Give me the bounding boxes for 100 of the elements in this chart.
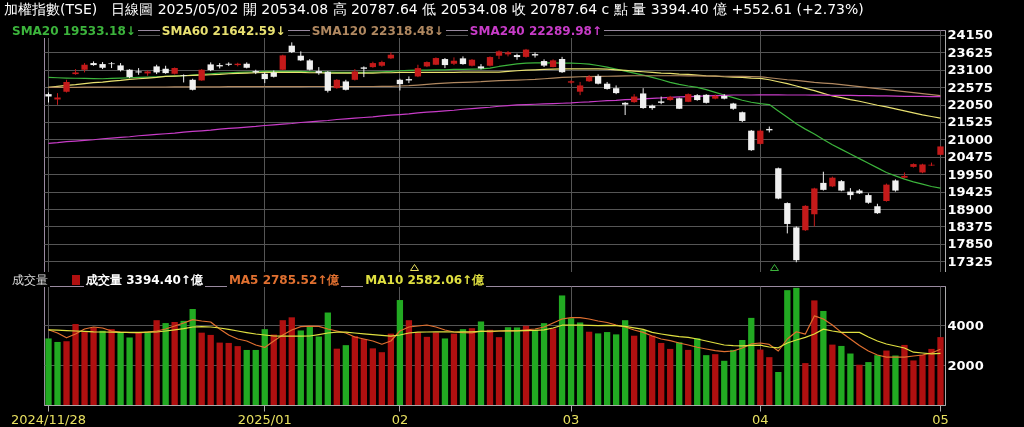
bar xyxy=(81,332,88,405)
bar xyxy=(649,335,656,405)
y-tick-label: 23625 xyxy=(947,44,993,60)
bar xyxy=(198,332,205,405)
y-tick-label: 18375 xyxy=(947,218,993,234)
y-tick-label: 2000 xyxy=(947,357,984,373)
bar xyxy=(486,329,494,405)
bar xyxy=(603,332,611,405)
bar xyxy=(243,349,250,405)
bar xyxy=(378,352,386,405)
bar xyxy=(351,336,358,405)
bar xyxy=(892,355,899,405)
bar xyxy=(838,345,845,405)
bar xyxy=(585,331,593,405)
bar xyxy=(360,339,368,405)
bar xyxy=(640,330,647,405)
x-tick-label: 04 xyxy=(752,411,769,427)
bar xyxy=(558,295,566,405)
bar xyxy=(432,332,440,405)
text: MA5 2785.52↑億 xyxy=(226,273,342,287)
bar xyxy=(676,342,683,405)
bar xyxy=(108,329,115,405)
bar xyxy=(477,321,485,405)
bar xyxy=(667,348,674,405)
bar xyxy=(90,327,97,405)
bar xyxy=(721,360,728,405)
bar xyxy=(288,317,295,405)
bar xyxy=(72,324,79,405)
bar xyxy=(937,337,944,405)
bar xyxy=(612,334,620,405)
bar xyxy=(126,337,133,405)
y-tick-label: 17850 xyxy=(947,236,993,252)
bar xyxy=(180,320,187,405)
bar xyxy=(901,344,908,405)
bar xyxy=(117,333,124,405)
bar xyxy=(576,322,584,405)
y-tick-label: 20475 xyxy=(947,149,993,165)
bar xyxy=(658,342,665,405)
bar xyxy=(315,336,322,405)
text: MA10 2582.06↑億 xyxy=(363,273,487,287)
legend-label: 成交量 3394.40↑億 xyxy=(84,273,205,287)
bar xyxy=(549,328,557,405)
bar xyxy=(865,362,872,405)
bar xyxy=(793,287,800,405)
bar xyxy=(856,364,863,405)
bar xyxy=(252,349,259,405)
bar xyxy=(748,317,755,405)
bar xyxy=(730,349,737,405)
bar xyxy=(450,333,458,405)
bar xyxy=(712,354,719,405)
line-series xyxy=(47,75,942,97)
bar xyxy=(135,333,142,405)
y-tick-label: 24150 xyxy=(947,27,993,43)
candlestick xyxy=(324,70,331,93)
bar xyxy=(189,309,196,405)
bar xyxy=(513,327,521,405)
candlestick xyxy=(567,79,575,85)
bar xyxy=(594,333,602,405)
x-tick-label: 03 xyxy=(562,411,580,427)
bar xyxy=(234,346,241,405)
chart-title: 加權指數(TSE) xyxy=(4,1,98,17)
bar xyxy=(459,329,467,405)
bar xyxy=(883,350,890,405)
candlestick xyxy=(784,201,791,234)
bar xyxy=(216,342,223,405)
y-tick-label: 21525 xyxy=(947,114,993,130)
text: SMA240 22289.98↑ xyxy=(467,24,604,38)
y-tick-label: 4000 xyxy=(947,317,984,333)
bar xyxy=(297,330,304,405)
bar xyxy=(757,349,764,405)
bar xyxy=(324,312,331,405)
bar xyxy=(153,320,160,405)
text: SMA60 21642.59↓ xyxy=(159,24,288,38)
y-tick-label: 22050 xyxy=(947,97,993,113)
line-series xyxy=(47,315,942,358)
bar xyxy=(423,336,431,405)
y-tick-label: 19950 xyxy=(947,166,993,182)
candlestick xyxy=(640,87,647,110)
bar xyxy=(802,363,809,405)
bar xyxy=(928,348,935,405)
bar xyxy=(45,338,52,405)
line-series xyxy=(47,68,942,119)
bar xyxy=(261,329,268,405)
y-tick-label: 19425 xyxy=(947,184,993,200)
x-tick-label: 05 xyxy=(932,411,949,427)
bar xyxy=(567,318,575,405)
bar xyxy=(405,320,413,405)
bar xyxy=(847,353,854,405)
bar xyxy=(775,372,782,405)
bar xyxy=(306,326,313,405)
line-series xyxy=(47,324,942,355)
bar xyxy=(504,327,512,405)
x-tick-label: 2025/01 xyxy=(237,411,292,427)
bar xyxy=(414,332,422,405)
bar xyxy=(54,341,61,405)
candlestick xyxy=(883,183,890,203)
line-series xyxy=(47,94,942,144)
y-tick-label: 21000 xyxy=(947,131,993,147)
candlestick xyxy=(621,101,629,116)
candlestick xyxy=(504,50,512,57)
